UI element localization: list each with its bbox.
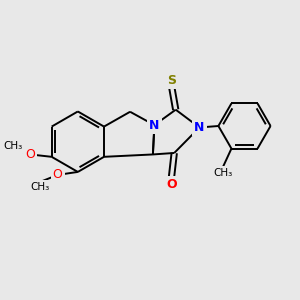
Text: S: S (167, 74, 176, 87)
Text: N: N (194, 121, 205, 134)
Text: O: O (26, 148, 35, 161)
Text: O: O (166, 178, 177, 191)
Text: CH₃: CH₃ (213, 168, 232, 178)
Text: CH₃: CH₃ (30, 182, 50, 192)
Text: CH₃: CH₃ (3, 141, 22, 151)
Text: O: O (53, 168, 63, 182)
Text: N: N (149, 118, 160, 132)
